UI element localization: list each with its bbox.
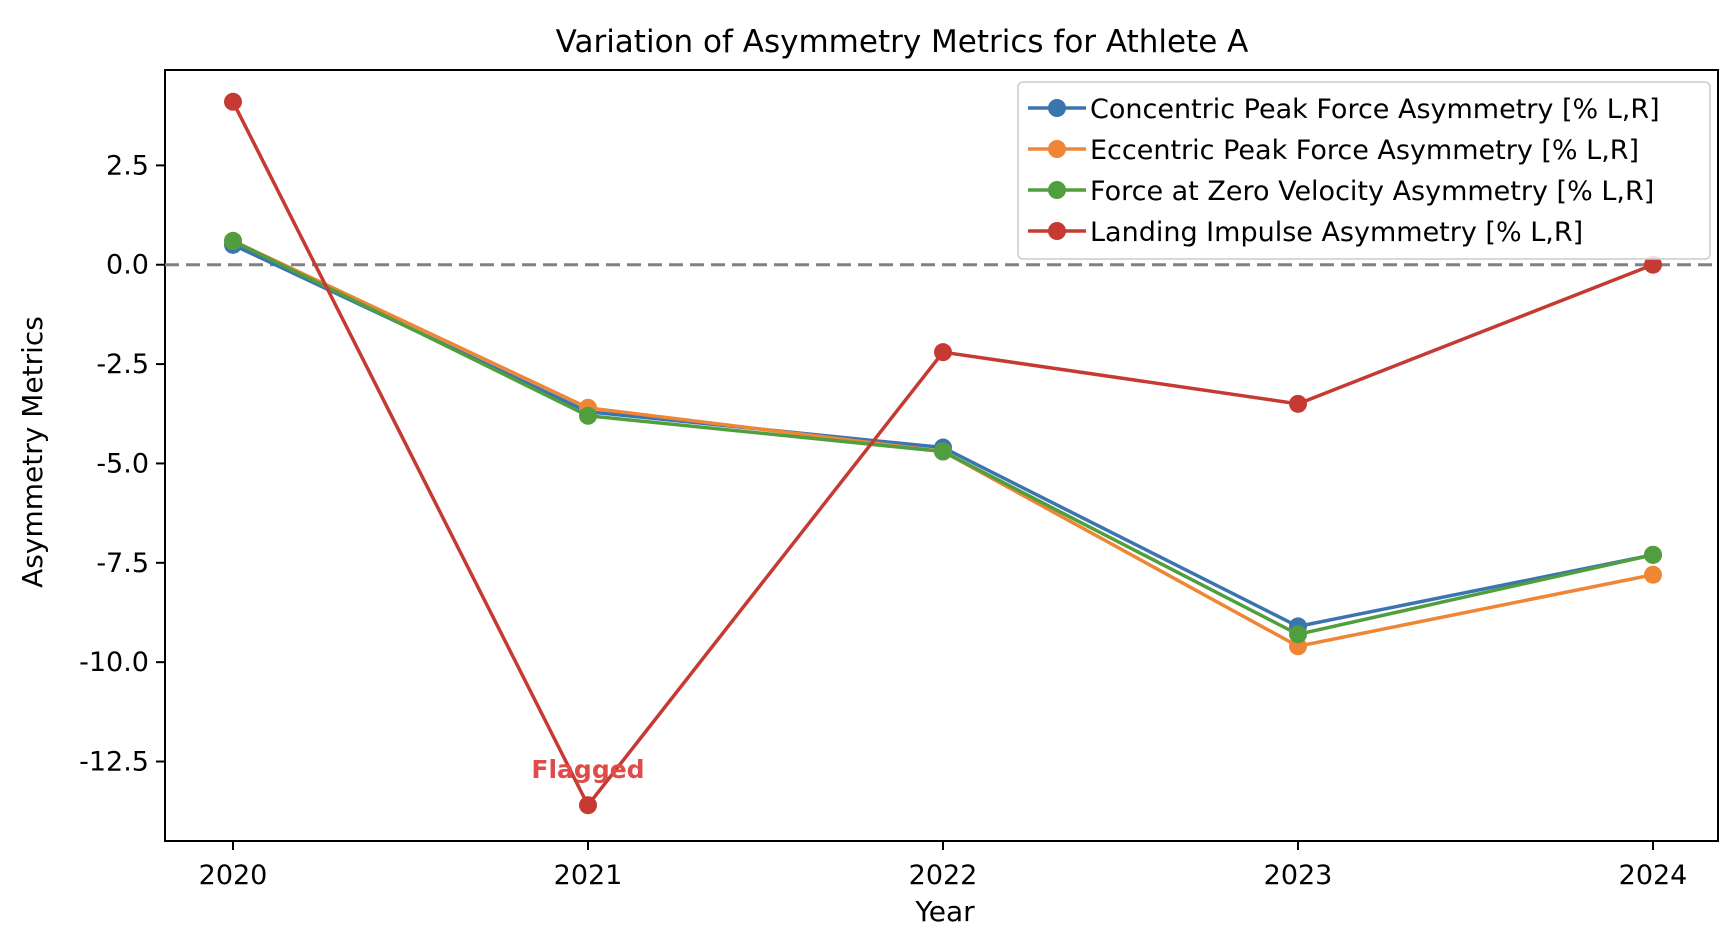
legend-swatch-marker <box>1048 222 1066 240</box>
chart-title: Variation of Asymmetry Metrics for Athle… <box>556 24 1249 60</box>
data-point <box>579 796 597 815</box>
data-point <box>224 92 242 111</box>
data-point <box>934 442 952 461</box>
x-tick-label: 2024 <box>1619 860 1688 891</box>
x-tick-label: 2023 <box>1264 860 1333 891</box>
series-concentric-peak-force-asymmetry-l-r <box>224 235 1662 636</box>
legend-label: Force at Zero Velocity Asymmetry [% L,R] <box>1090 176 1654 207</box>
x-tick-label: 2021 <box>554 860 623 891</box>
data-point <box>1644 255 1662 274</box>
flagged-annotation: Flagged <box>531 755 644 784</box>
y-tick-label: -5.0 <box>96 448 149 479</box>
data-point <box>579 406 597 425</box>
legend-swatch-marker <box>1048 181 1066 199</box>
legend-frame <box>1017 81 1711 260</box>
data-point <box>224 231 242 250</box>
legend-item: Force at Zero Velocity Asymmetry [% L,R] <box>1028 176 1654 207</box>
legend-label: Eccentric Peak Force Asymmetry [% L,R] <box>1090 135 1639 166</box>
y-tick-label: -10.0 <box>79 647 149 678</box>
data-point <box>1289 394 1307 413</box>
data-point <box>934 343 952 362</box>
y-axis-ticks: 2.5 0.0 -2.5 -5.0 -7.5 -10.0 -12.5 <box>79 150 165 778</box>
y-axis-label: Asymmetry Metrics <box>16 316 49 588</box>
y-tick-label: 0.0 <box>106 250 149 281</box>
legend: Concentric Peak Force Asymmetry [% L,R] E… <box>1017 81 1711 260</box>
x-axis-ticks: 2020 2021 2022 2023 2024 <box>199 841 1688 891</box>
y-tick-label: -12.5 <box>79 747 149 778</box>
legend-label: Landing Impulse Asymmetry [% L,R] <box>1090 217 1583 248</box>
x-tick-label: 2022 <box>909 860 978 891</box>
data-point <box>1644 565 1662 584</box>
series-group <box>224 92 1662 815</box>
legend-item: Eccentric Peak Force Asymmetry [% L,R] <box>1028 135 1639 166</box>
series-line <box>232 243 1654 629</box>
x-axis-label: Year <box>914 895 975 928</box>
legend-label: Concentric Peak Force Asymmetry [% L,R] <box>1090 94 1660 125</box>
series-force-at-zero-velocity-asymmetry-l-r <box>224 231 1662 644</box>
legend-item: Concentric Peak Force Asymmetry [% L,R] <box>1028 94 1660 125</box>
series-landing-impulse-asymmetry-l-r <box>224 92 1662 815</box>
y-tick-label: 2.5 <box>106 150 149 181</box>
series-line <box>232 239 1654 637</box>
x-tick-label: 2020 <box>199 860 268 891</box>
legend-swatch-marker <box>1048 99 1066 117</box>
data-point <box>1289 625 1307 644</box>
legend-item: Landing Impulse Asymmetry [% L,R] <box>1028 217 1583 248</box>
y-tick-label: -7.5 <box>96 548 149 579</box>
annotations: Flagged <box>531 755 644 784</box>
plot-area-frame <box>164 69 1719 842</box>
legend-swatch-marker <box>1048 140 1066 158</box>
data-point <box>1644 545 1662 564</box>
y-tick-label: -2.5 <box>96 349 149 380</box>
